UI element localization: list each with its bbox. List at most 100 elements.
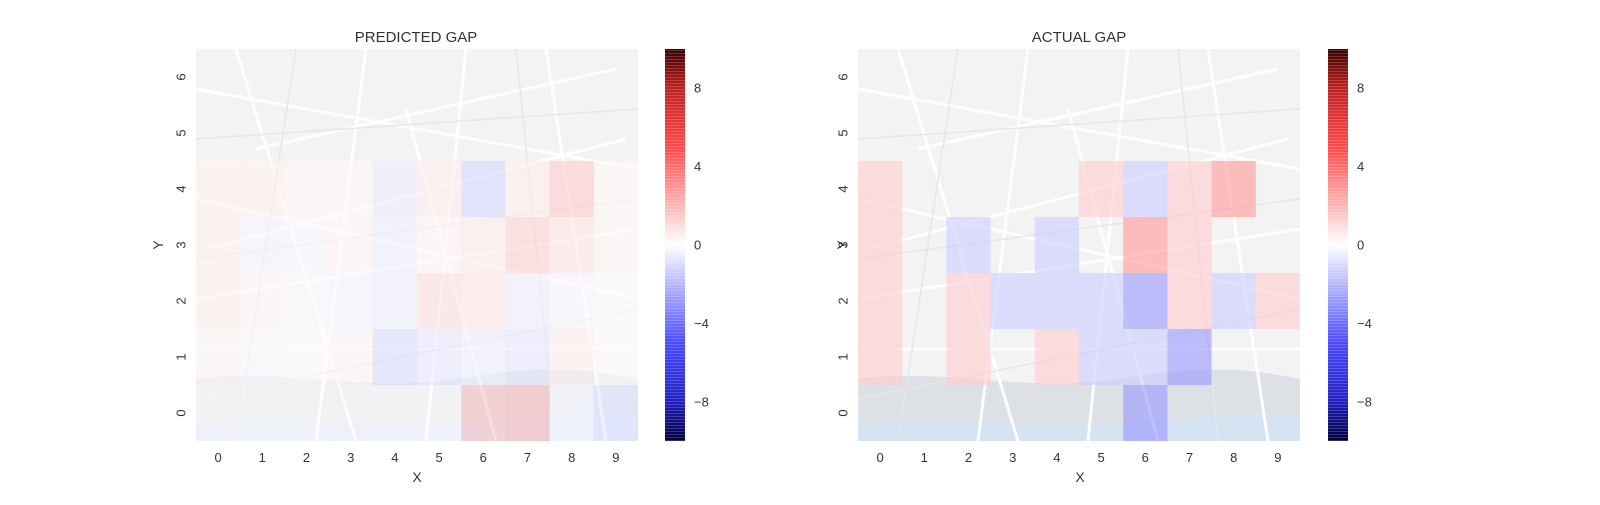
y-tick-label: 6 [173, 73, 188, 80]
heatmap-cell-x3-y2 [328, 273, 373, 329]
heatmap-cell-x2-y2 [284, 273, 329, 329]
heatmap-cell-x0-y4 [858, 161, 903, 217]
heatmap-cell-x8-y2 [549, 273, 594, 329]
heatmap-cell-x1-y0 [240, 385, 285, 441]
heatmap-cell-x7-y3 [1167, 217, 1212, 273]
y-tick-label: 5 [835, 129, 850, 136]
heatmap-cell-x9-y3 [593, 217, 638, 273]
x-tick-label: 9 [1274, 450, 1281, 465]
heatmap-cell-x6-y2 [461, 273, 506, 329]
x-tick-label: 6 [480, 450, 487, 465]
x-axis-label: X [412, 469, 422, 485]
heatmap-cell-x8-y4 [1211, 161, 1256, 217]
heatmap-cell-x3-y3 [328, 217, 373, 273]
y-tick-label: 3 [173, 241, 188, 248]
heatmap-cell-x7-y4 [1167, 161, 1212, 217]
heatmap-cell-x1-y1 [240, 329, 285, 385]
y-tick-label: 2 [835, 297, 850, 304]
heatmap-cell-x7-y2 [1167, 273, 1212, 329]
heatmap-cell-x2-y0 [284, 385, 329, 441]
y-tick-labels: 0 1 2 3 4 5 6 [835, 73, 850, 416]
heatmap-cell-x7-y1 [1167, 329, 1212, 385]
heatmap-cell-x4-y3 [1034, 217, 1079, 273]
colorbar-tick-label: −8 [1357, 394, 1372, 409]
heatmap-cell-x4-y1 [1034, 329, 1079, 385]
heatmap-cell-x9-y1 [593, 329, 638, 385]
x-tick-label: 1 [921, 450, 928, 465]
heatmap-cell-x9-y0 [593, 385, 638, 441]
chart-title: PREDICTED GAP [355, 29, 478, 46]
heatmap-cell-x2-y2 [946, 273, 991, 329]
heatmap-cell-x4-y1 [372, 329, 417, 385]
colorbar-tick-label: 4 [1357, 159, 1364, 174]
heatmap-cell-x9-y2 [1255, 273, 1300, 329]
x-axis-label: X [1075, 469, 1085, 485]
heatmap-cell-x3-y1 [328, 329, 373, 385]
heatmap-cell-x3-y4 [328, 161, 373, 217]
heatmap-cell-x4-y3 [372, 217, 417, 273]
heatmap-cell-x6-y4 [1123, 161, 1168, 217]
heatmap-cell-x1-y4 [240, 161, 285, 217]
heatmap-cell-x8-y3 [549, 217, 594, 273]
heatmap-cell-x5-y2 [417, 273, 462, 329]
heatmap-cell-x0-y4 [196, 161, 241, 217]
y-tick-label: 1 [173, 353, 188, 360]
colorbar-tick-labels: −8 −4 0 4 8 [694, 81, 709, 410]
heatmap-cell-x0-y2 [196, 273, 241, 329]
x-tick-label: 5 [435, 450, 442, 465]
x-tick-labels: 0 1 2 3 4 5 6 7 8 9 [214, 450, 619, 465]
heatmap-cell-x6-y0 [1123, 385, 1168, 441]
colorbar-tick-label: 0 [694, 238, 701, 253]
x-tick-label: 3 [347, 450, 354, 465]
colorbar-tick-labels: −8 −4 0 4 8 [1357, 81, 1372, 410]
y-tick-labels: 0 1 2 3 4 5 6 [173, 73, 188, 416]
colorbar-tick-label: 8 [694, 81, 701, 96]
heatmap-cell-x7-y3 [505, 217, 550, 273]
x-tick-label: 4 [391, 450, 398, 465]
y-tick-label: 4 [173, 185, 188, 192]
colorbar: −8 −4 0 4 8 [665, 49, 709, 441]
heatmap-cell-x6-y3 [461, 217, 506, 273]
heatmap-cell-x5-y3 [417, 217, 462, 273]
heatmap-cell-x6-y2 [1123, 273, 1168, 329]
heatmap-cell-x7-y0 [505, 385, 550, 441]
y-tick-label: 4 [835, 185, 850, 192]
heatmap-cell-x0-y3 [196, 217, 241, 273]
x-tick-label: 0 [214, 450, 221, 465]
heatmap-cell-x9-y2 [593, 273, 638, 329]
heatmap-cell-x7-y2 [505, 273, 550, 329]
y-tick-label: 0 [835, 409, 850, 416]
heatmap-cell-x9-y4 [593, 161, 638, 217]
x-tick-label: 7 [1186, 450, 1193, 465]
heatmap-cell-x0-y1 [858, 329, 903, 385]
heatmap-cell-x5-y2 [1079, 273, 1124, 329]
colorbar-tick-label: −4 [694, 316, 709, 331]
x-tick-label: 8 [1230, 450, 1237, 465]
heatmap-cell-x8-y2 [1211, 273, 1256, 329]
x-tick-label: 2 [303, 450, 310, 465]
heatmap-cell-x4-y2 [1034, 273, 1079, 329]
x-tick-label: 6 [1142, 450, 1149, 465]
x-tick-label: 5 [1097, 450, 1104, 465]
heatmap-cell-x6-y4 [461, 161, 506, 217]
x-tick-label: 8 [568, 450, 575, 465]
heatmap-cell-x4-y4 [372, 161, 417, 217]
heatmap-cell-x6-y0 [461, 385, 506, 441]
heatmap-cell-x0-y2 [858, 273, 903, 329]
x-tick-label: 4 [1053, 450, 1060, 465]
x-tick-label: 0 [876, 450, 883, 465]
heatmap-cell-x2-y3 [284, 217, 329, 273]
heatmap-cell-x8-y0 [549, 385, 594, 441]
heatmap-cell-x2-y3 [946, 217, 991, 273]
colorbar-tick-label: 0 [1357, 238, 1364, 253]
x-tick-labels: 0 1 2 3 4 5 6 7 8 9 [876, 450, 1281, 465]
heatmap-cell-x7-y1 [505, 329, 550, 385]
heatmap-cell-x6-y1 [461, 329, 506, 385]
heatmap-cell-x5-y4 [417, 161, 462, 217]
y-tick-label: 6 [835, 73, 850, 80]
heatmap-cell-x5-y1 [417, 329, 462, 385]
heatmap-cell-x6-y3 [1123, 217, 1168, 273]
heatmap-cell-x3-y2 [990, 273, 1035, 329]
